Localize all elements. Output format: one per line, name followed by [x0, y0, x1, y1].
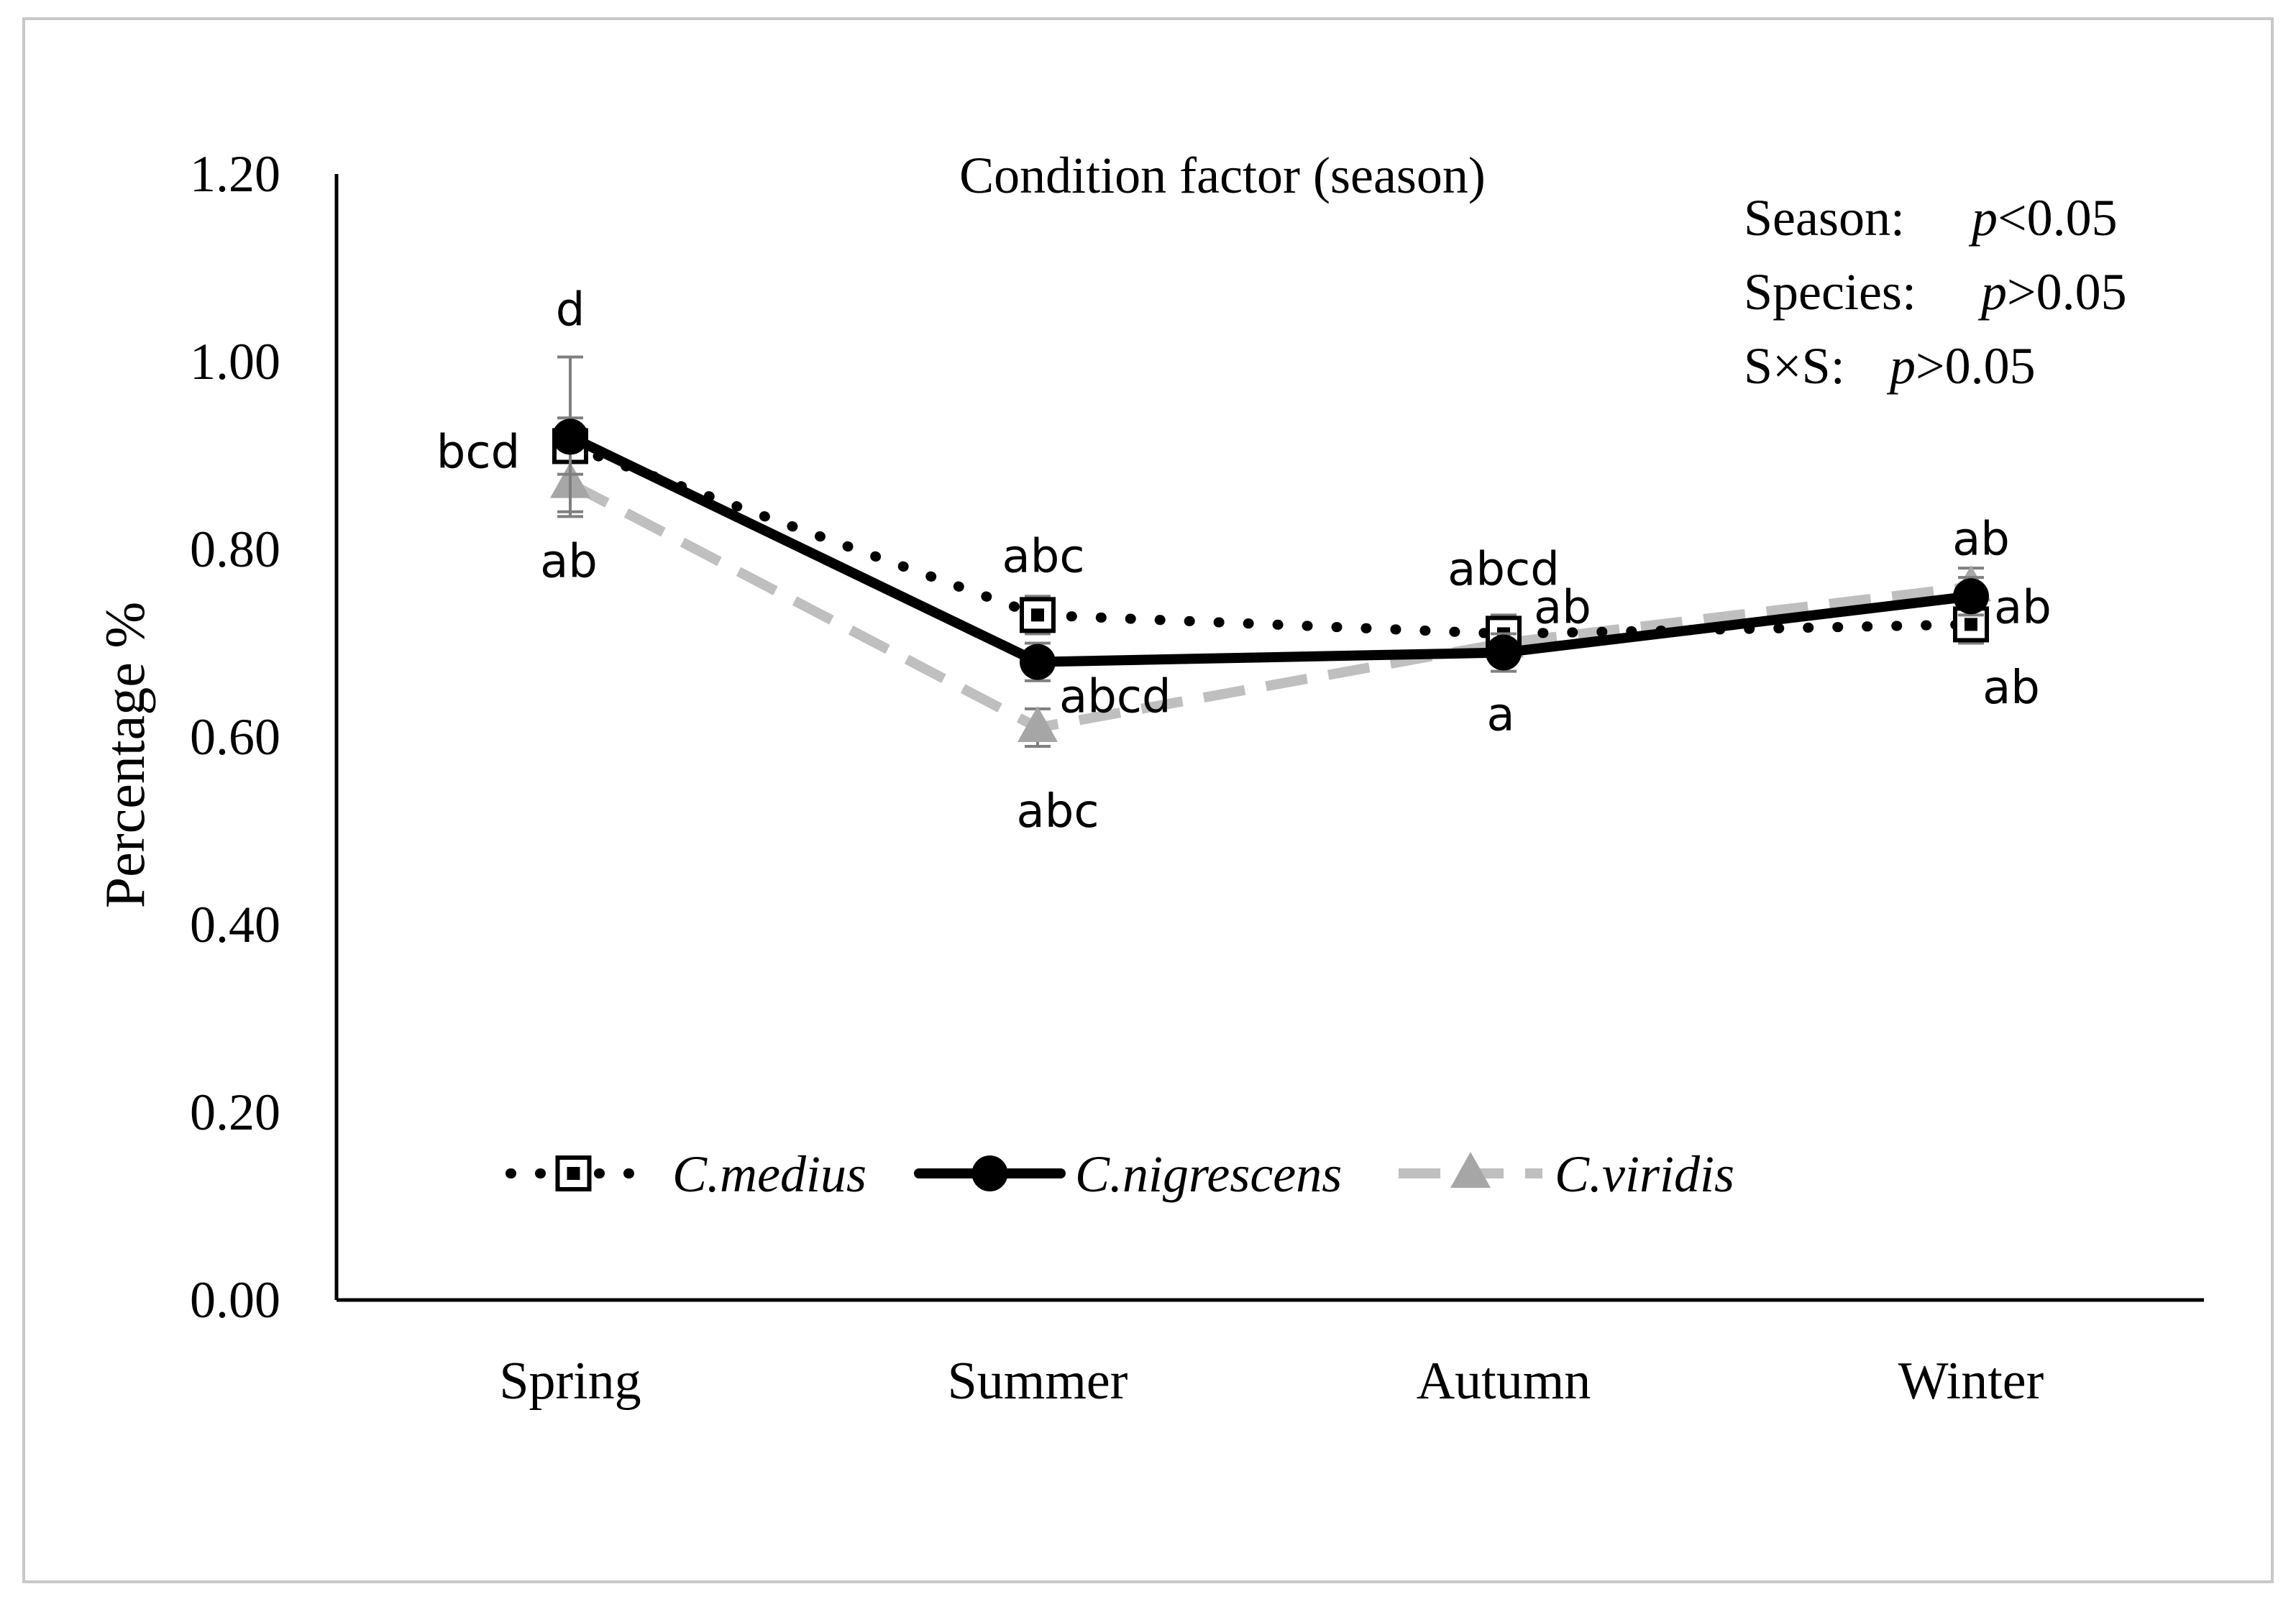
series-line: [567, 479, 1972, 733]
stat-threshold: >0.05: [1916, 337, 2036, 395]
y-tick-label: 1.00: [190, 333, 280, 390]
legend-marker-core: [567, 1167, 580, 1180]
significance-label: ab: [1994, 581, 2052, 634]
significance-label: abcd: [1447, 543, 1560, 596]
legend-label: C.medius: [672, 1145, 866, 1203]
data-point: [1017, 705, 1058, 742]
series-layer: [550, 355, 1991, 748]
y-tick-label: 0.80: [190, 521, 280, 578]
data-point: [1953, 578, 1989, 615]
stat-value: p<0.05: [1968, 189, 2118, 247]
significance-label: bcd: [436, 426, 520, 479]
series-c-nigrescens: [552, 355, 1989, 682]
significance-label: a: [1486, 689, 1514, 742]
y-tick-label: 0.20: [190, 1084, 280, 1141]
x-tick-label: Spring: [499, 1352, 641, 1411]
series-line: [565, 431, 1976, 667]
p-symbol: p: [1886, 337, 1916, 395]
chart-title: Condition factor (season): [959, 147, 1486, 204]
significance-label: ab: [540, 536, 598, 589]
stat-threshold: <0.05: [1998, 189, 2118, 247]
x-tick-label: Autumn: [1417, 1352, 1591, 1411]
stat-threshold: >0.05: [2007, 263, 2127, 321]
data-point-core: [1031, 608, 1044, 622]
legend-item: C.viridis: [1399, 1145, 1734, 1203]
legend-label: C.nigrescens: [1075, 1145, 1342, 1203]
legend-label: C.viridis: [1555, 1145, 1734, 1203]
significance-label: ab: [1982, 661, 2040, 715]
stat-label: Season:: [1744, 189, 1905, 247]
stat-label: Species:: [1744, 263, 1916, 321]
stat-value: p>0.05: [1886, 337, 2036, 395]
significance-label: abcd: [1059, 671, 1171, 724]
significance-label: ab: [1952, 513, 2010, 566]
y-axis-label: Percentage %: [93, 602, 156, 909]
legend-item: C.medius: [506, 1145, 866, 1203]
legend-marker: [1450, 1152, 1491, 1188]
significance-label: abc: [1002, 530, 1084, 583]
data-point: [1486, 634, 1522, 671]
p-symbol: p: [1968, 189, 1998, 247]
y-tick-label: 0.00: [190, 1271, 280, 1329]
axes: [334, 174, 2204, 1302]
data-point: [552, 418, 588, 455]
legend-item: C.nigrescens: [914, 1145, 1342, 1203]
data-point-core: [1965, 618, 1977, 631]
chart-border: [22, 17, 2274, 1583]
stat-value: p>0.05: [1977, 263, 2127, 321]
stat-label: S×S:: [1744, 337, 1845, 395]
significance-label: ab: [1534, 582, 1591, 635]
y-tick-label: 1.20: [190, 145, 280, 203]
y-tick-labels: 0.00 0.20 0.40 0.60 0.80 1.00 1.20: [190, 145, 280, 1329]
data-point: [1020, 644, 1056, 680]
significance-label: abc: [1016, 785, 1099, 838]
significance-label: d: [556, 283, 585, 336]
x-tick-labels: Spring Summer Autumn Winter: [499, 1352, 2044, 1411]
p-symbol: p: [1977, 263, 2007, 321]
legend-marker: [971, 1155, 1008, 1191]
y-tick-label: 0.60: [190, 708, 280, 766]
legend: C.medius C.nigrescens C.viridis: [506, 1145, 1734, 1203]
x-tick-label: Winter: [1898, 1352, 2044, 1411]
y-tick-label: 0.40: [190, 896, 280, 953]
x-tick-label: Summer: [948, 1352, 1128, 1411]
